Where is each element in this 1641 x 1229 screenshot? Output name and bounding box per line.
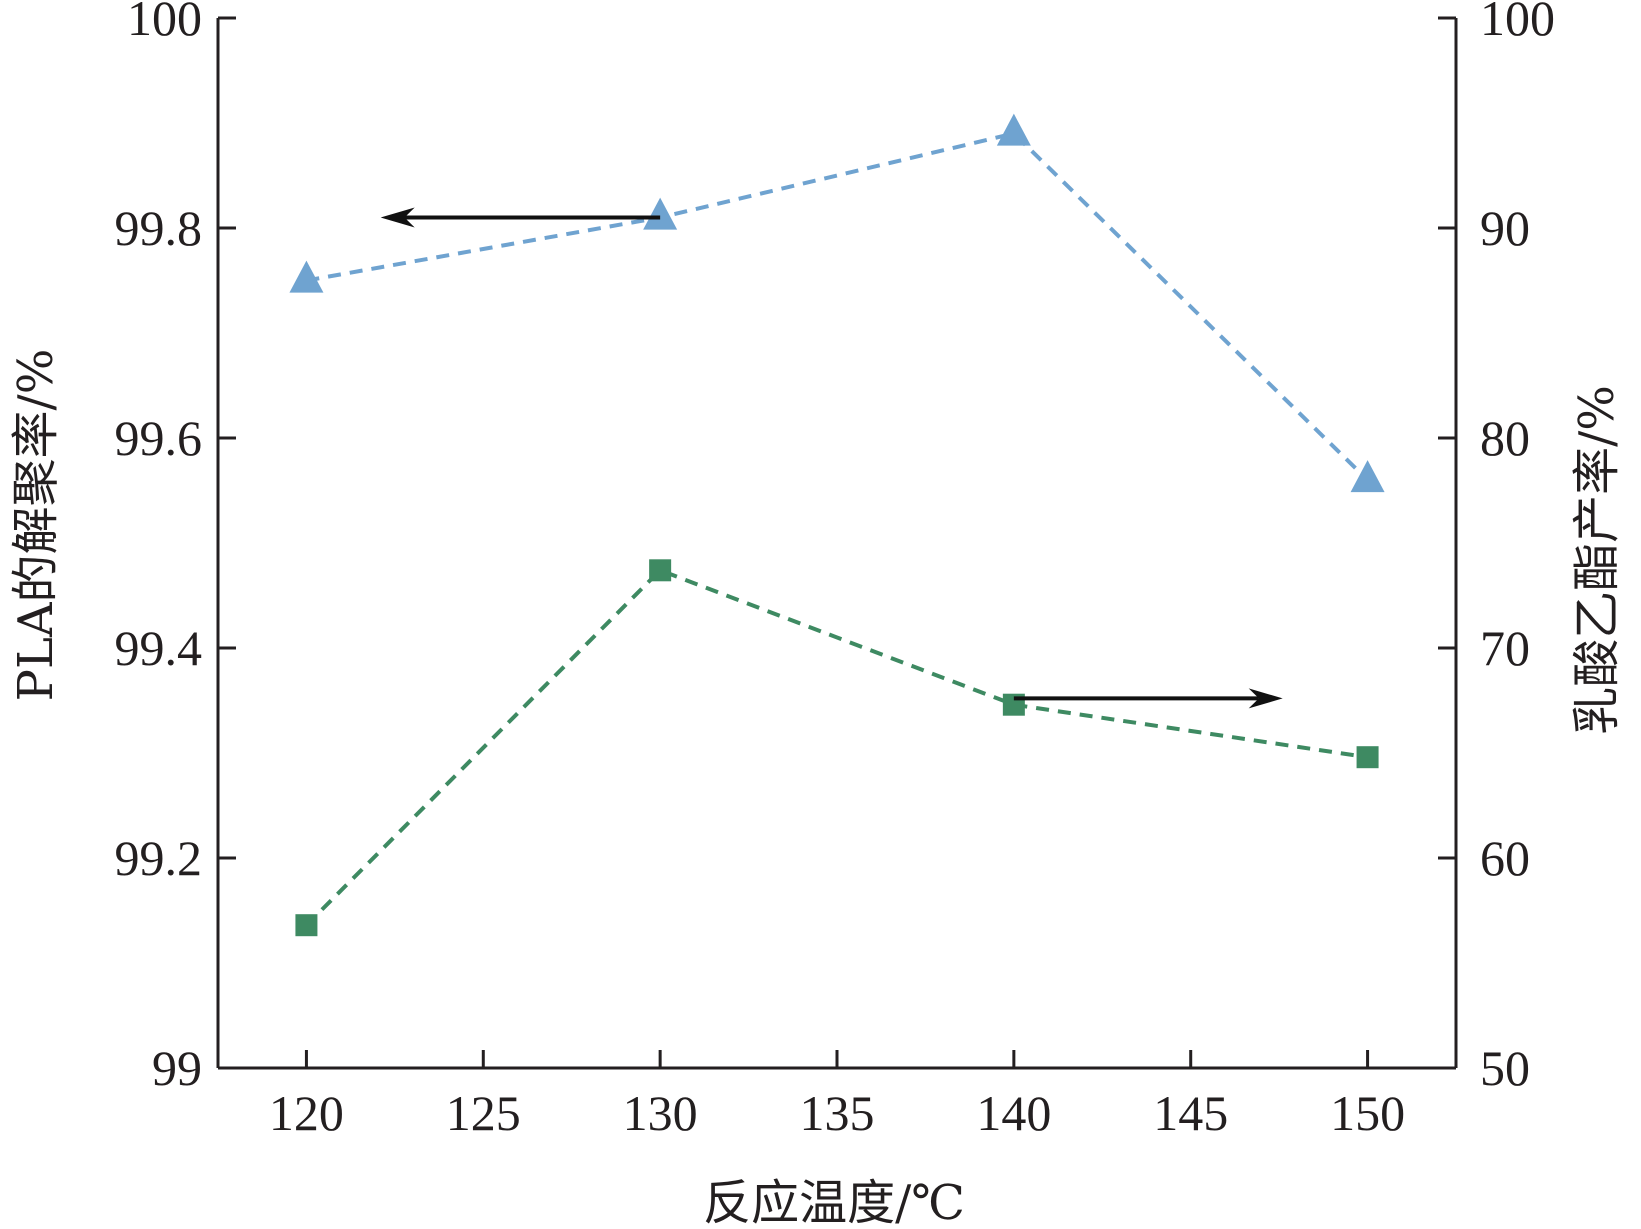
series-2-square-marker bbox=[1356, 746, 1379, 769]
x-tick-label: 140 bbox=[976, 1085, 1051, 1141]
y-axis-left-ticks: 99 99.2 99.4 99.6 99.8 100 bbox=[115, 0, 236, 1096]
series-2-square-marker bbox=[295, 914, 318, 937]
y-left-tick-label: 100 bbox=[127, 0, 202, 46]
y-left-tick-label: 99.4 bbox=[115, 620, 203, 676]
series-2-line bbox=[304, 567, 1368, 927]
y-axis-right-title: 乳酸乙酯产率/% bbox=[1569, 385, 1625, 735]
x-tick-label: 130 bbox=[623, 1085, 698, 1141]
y-right-tick-label: 100 bbox=[1480, 0, 1555, 46]
series-1-triangle-marker bbox=[289, 260, 324, 293]
y-right-tick-label: 50 bbox=[1480, 1040, 1530, 1096]
series-1-line bbox=[306, 131, 1369, 482]
series-1-triangle-marker bbox=[996, 113, 1031, 146]
x-tick-label: 120 bbox=[269, 1085, 344, 1141]
y-left-tick-label: 99 bbox=[152, 1040, 202, 1096]
x-axis-ticks: 120 125 130 135 140 145 150 bbox=[269, 1050, 1405, 1141]
x-tick-label: 145 bbox=[1153, 1085, 1228, 1141]
y-left-tick-label: 99.2 bbox=[115, 830, 203, 886]
x-tick-label: 135 bbox=[800, 1085, 875, 1141]
annotation-arrows bbox=[380, 207, 1283, 709]
series-2-square-marker bbox=[649, 559, 672, 582]
y-right-tick-label: 90 bbox=[1480, 200, 1530, 256]
arrow-left-axis-head bbox=[380, 207, 415, 228]
y-right-tick-label: 60 bbox=[1480, 830, 1530, 886]
series-1-triangle-marker bbox=[1350, 460, 1385, 493]
y-axis-left-title: PLA的解聚率/% bbox=[8, 349, 64, 702]
x-tick-label: 150 bbox=[1330, 1085, 1405, 1141]
axes bbox=[216, 18, 1458, 1070]
arrow-right-axis-head bbox=[1248, 688, 1283, 709]
y-left-tick-label: 99.8 bbox=[115, 200, 203, 256]
series-layer bbox=[289, 113, 1385, 937]
x-axis-title: 反应温度/℃ bbox=[703, 1175, 965, 1229]
y-axis-right-ticks: 50 60 70 80 90 100 bbox=[1438, 0, 1555, 1096]
y-right-tick-label: 80 bbox=[1480, 410, 1530, 466]
y-right-tick-label: 70 bbox=[1480, 620, 1530, 676]
series-1-triangle-marker bbox=[643, 197, 678, 230]
x-tick-label: 125 bbox=[446, 1085, 521, 1141]
y-left-tick-label: 99.6 bbox=[115, 410, 203, 466]
